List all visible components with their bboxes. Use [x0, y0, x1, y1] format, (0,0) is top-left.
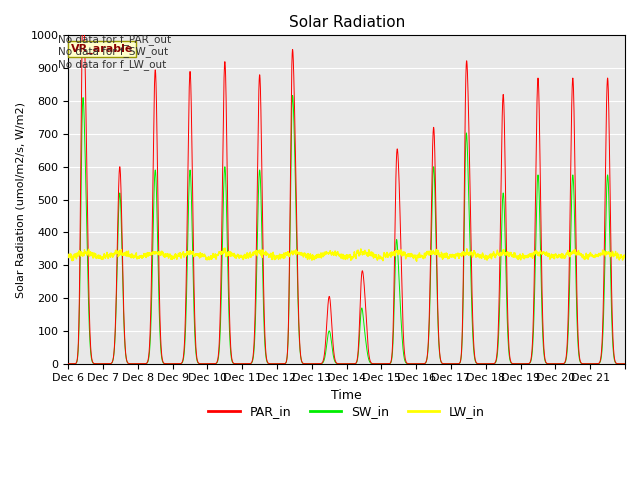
SW_in — [65, 361, 72, 367]
PAR_in — [180, 350, 188, 356]
PAR_in — [621, 361, 629, 367]
LW_in — [413, 258, 420, 264]
SW_in — [180, 355, 188, 360]
LW_in — [180, 252, 188, 258]
LW_in — [65, 254, 72, 260]
PAR_in — [527, 358, 534, 363]
PAR_in — [500, 93, 508, 98]
LW_in — [621, 253, 629, 259]
PAR_in — [79, 0, 87, 6]
SW_in — [541, 358, 549, 364]
SW_in — [621, 361, 629, 367]
Y-axis label: Solar Radiation (umol/m2/s, W/m2): Solar Radiation (umol/m2/s, W/m2) — [15, 102, 25, 298]
Line: SW_in: SW_in — [68, 96, 625, 364]
PAR_in — [65, 361, 72, 367]
SW_in — [397, 319, 405, 325]
Legend: PAR_in, SW_in, LW_in: PAR_in, SW_in, LW_in — [204, 400, 490, 423]
LW_in — [500, 248, 508, 253]
SW_in — [500, 191, 508, 196]
Text: VR_arable: VR_arable — [71, 44, 133, 54]
Line: PAR_in: PAR_in — [68, 3, 625, 364]
SW_in — [367, 360, 375, 366]
PAR_in — [367, 360, 375, 366]
X-axis label: Time: Time — [332, 389, 362, 402]
Title: Solar Radiation: Solar Radiation — [289, 15, 404, 30]
LW_in — [541, 252, 549, 258]
PAR_in — [397, 259, 405, 265]
LW_in — [397, 247, 405, 252]
SW_in — [527, 359, 534, 364]
LW_in — [527, 254, 534, 260]
SW_in — [289, 93, 296, 98]
PAR_in — [541, 357, 549, 362]
LW_in — [221, 245, 229, 251]
Text: No data for f_PAR_out
No data for f_SW_out
No data for f_LW_out: No data for f_PAR_out No data for f_SW_o… — [58, 34, 171, 70]
Line: LW_in: LW_in — [68, 248, 625, 261]
LW_in — [367, 250, 375, 256]
